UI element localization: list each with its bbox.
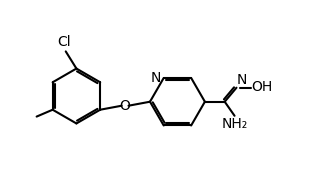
Text: N: N [237, 73, 247, 87]
Text: N: N [151, 71, 161, 85]
Text: NH₂: NH₂ [221, 117, 248, 131]
Text: OH: OH [251, 80, 272, 94]
Text: O: O [120, 99, 130, 113]
Text: Cl: Cl [57, 36, 71, 50]
